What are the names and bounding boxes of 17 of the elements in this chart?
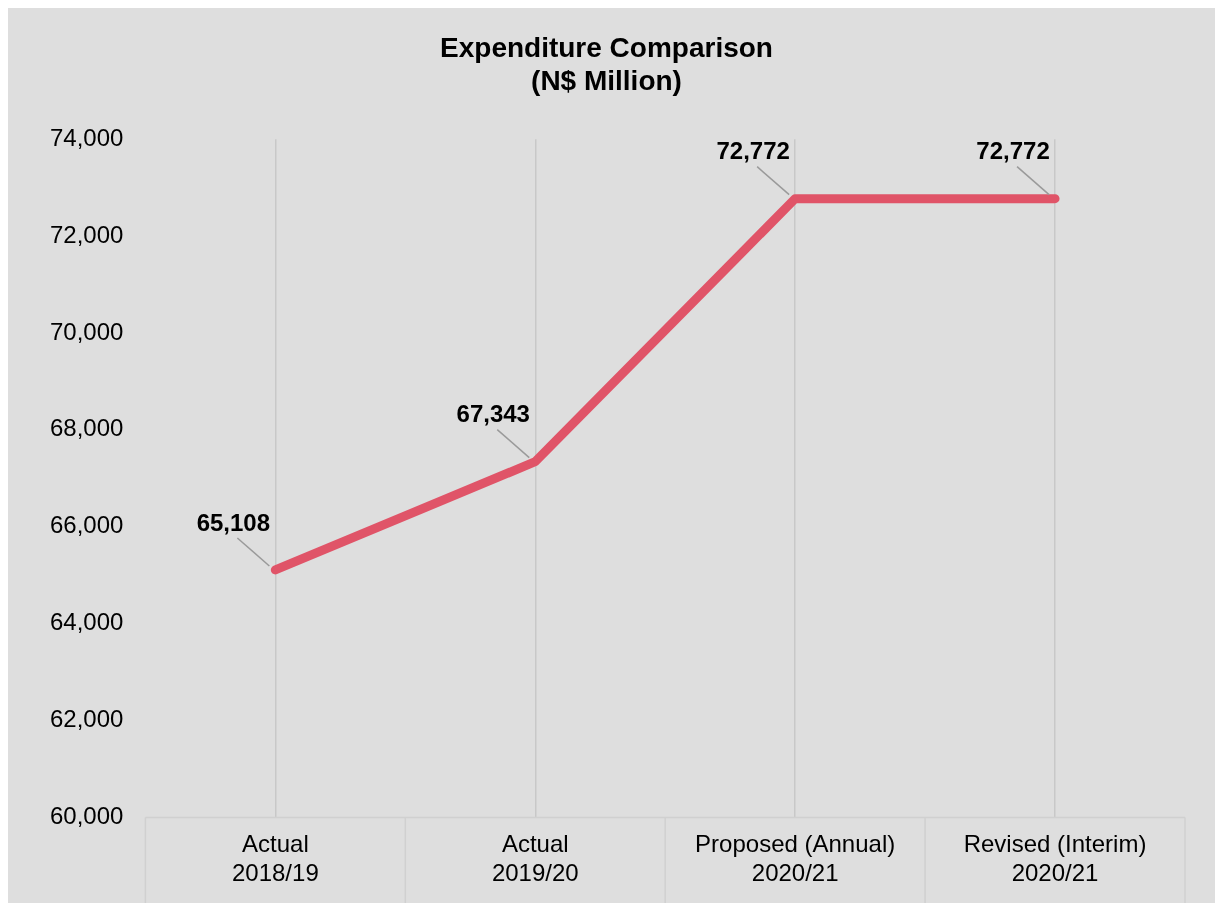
x-tick-label: Actual 2019/20: [491, 830, 579, 887]
y-tick-label: 64,000: [50, 608, 124, 636]
data-label: 72,772: [716, 137, 790, 165]
y-tick-label: 62,000: [50, 705, 124, 733]
chart-title: Expenditure Comparison (N$ Million): [440, 31, 773, 97]
y-tick-label: 70,000: [50, 317, 124, 345]
y-tick-label: 66,000: [50, 511, 124, 539]
x-tick-label: Proposed (Annual) 2020/21: [695, 830, 896, 887]
data-label: 67,343: [456, 400, 530, 428]
y-tick-label: 74,000: [50, 123, 124, 151]
y-tick-label: 68,000: [50, 414, 124, 442]
x-tick-label: Revised (Interim) 2020/21: [963, 830, 1147, 887]
y-tick-label: 60,000: [50, 802, 124, 830]
x-tick-label: Actual 2018/19: [231, 830, 319, 887]
y-tick-label: 72,000: [50, 220, 124, 248]
data-label: 72,772: [976, 137, 1050, 165]
data-label: 65,108: [196, 508, 271, 536]
